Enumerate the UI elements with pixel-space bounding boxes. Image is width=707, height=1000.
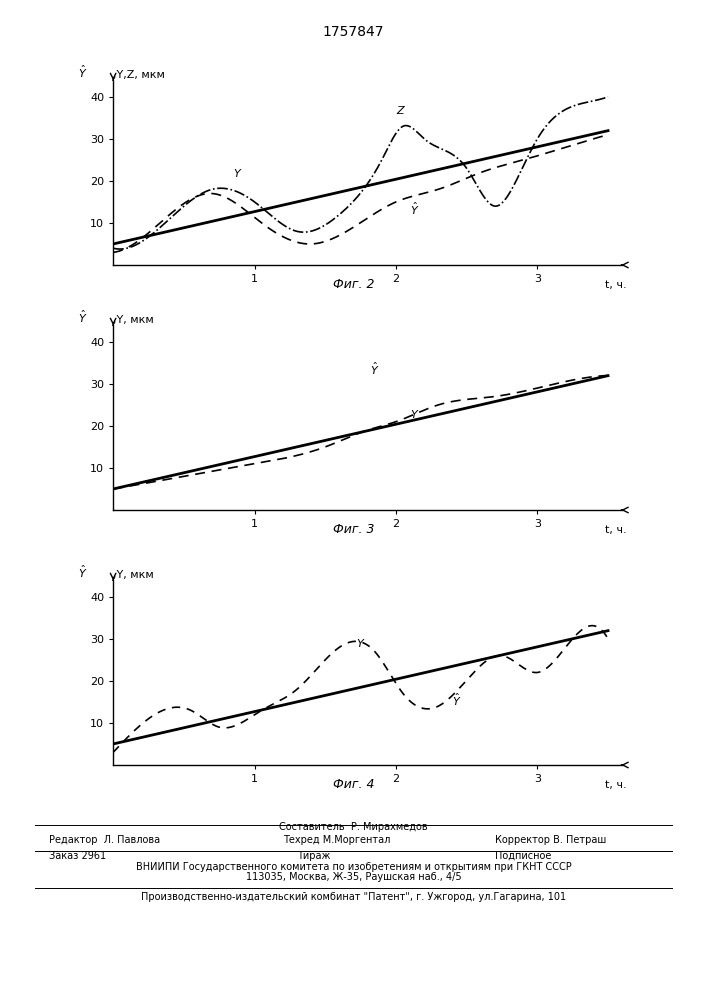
Text: Производственно-издательский комбинат "Патент", г. Ужгород, ул.Гагарина, 101: Производственно-издательский комбинат "П… bbox=[141, 892, 566, 902]
Text: Фиг. 4: Фиг. 4 bbox=[333, 778, 374, 791]
Text: ,Y, мкм: ,Y, мкм bbox=[113, 570, 154, 580]
Text: t, ч.: t, ч. bbox=[605, 280, 627, 290]
Text: Тираж: Тираж bbox=[297, 851, 330, 861]
Text: t, ч.: t, ч. bbox=[605, 525, 627, 535]
Text: $\hat{Y}$: $\hat{Y}$ bbox=[452, 692, 462, 708]
Text: t, ч.: t, ч. bbox=[605, 780, 627, 790]
Text: Редактор  Л. Павлова: Редактор Л. Павлова bbox=[49, 835, 160, 845]
Text: Фиг. 3: Фиг. 3 bbox=[333, 523, 374, 536]
Text: $\hat{Y}$: $\hat{Y}$ bbox=[78, 309, 87, 325]
Text: Y: Y bbox=[410, 410, 417, 420]
Text: ,Y, мкм: ,Y, мкм bbox=[113, 315, 154, 325]
Text: Z: Z bbox=[396, 106, 404, 116]
Text: ВНИИПИ Государственного комитета по изобретениям и открытиям при ГКНТ СССР: ВНИИПИ Государственного комитета по изоб… bbox=[136, 862, 571, 872]
Text: $\hat{Y}$: $\hat{Y}$ bbox=[78, 64, 87, 80]
Text: Заказ 2961: Заказ 2961 bbox=[49, 851, 107, 861]
Text: $\hat{Y}$: $\hat{Y}$ bbox=[410, 200, 419, 217]
Text: ,Y,Z, мкм: ,Y,Z, мкм bbox=[113, 70, 165, 80]
Text: Фиг. 2: Фиг. 2 bbox=[333, 278, 374, 291]
Text: Подписное: Подписное bbox=[495, 851, 551, 861]
Text: $\hat{Y}$: $\hat{Y}$ bbox=[370, 361, 380, 377]
Text: Составитель  Р. Мирахмедов: Составитель Р. Мирахмедов bbox=[279, 822, 428, 832]
Text: 1757847: 1757847 bbox=[323, 25, 384, 39]
Text: Техред М.Моргентал: Техред М.Моргентал bbox=[283, 835, 390, 845]
Text: Y: Y bbox=[356, 639, 363, 649]
Text: Корректор В. Петраш: Корректор В. Петраш bbox=[495, 835, 606, 845]
Text: 113035, Москва, Ж-35, Раушская наб., 4/5: 113035, Москва, Ж-35, Раушская наб., 4/5 bbox=[246, 872, 461, 882]
Text: Y: Y bbox=[233, 169, 240, 179]
Text: $\hat{Y}$: $\hat{Y}$ bbox=[78, 564, 87, 580]
